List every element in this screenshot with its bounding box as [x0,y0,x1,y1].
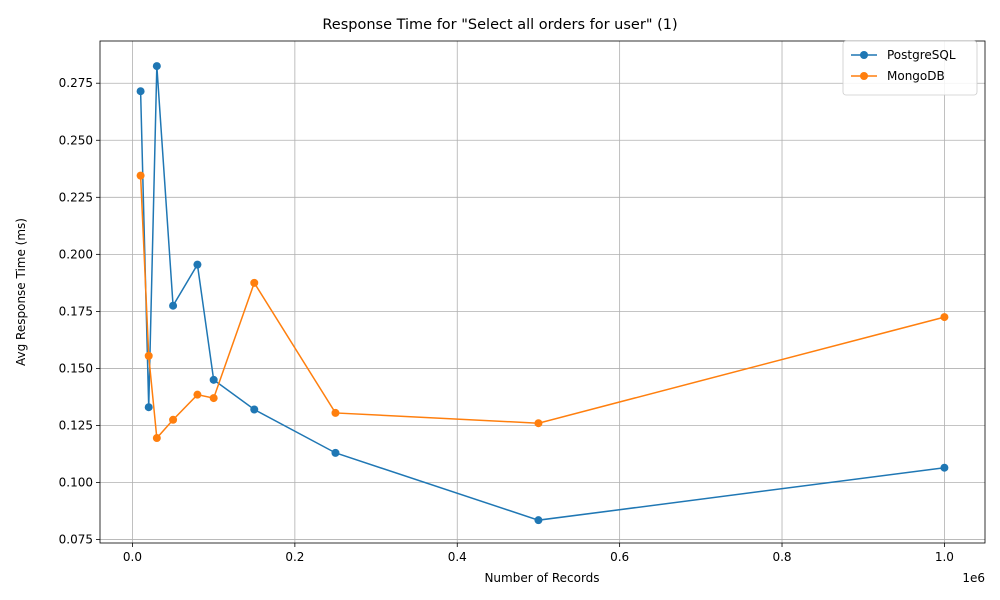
data-point [169,301,178,310]
data-point [144,403,153,412]
y-tick-label: 0.100 [59,476,93,490]
x-axis-offset-label: 1e6 [962,571,985,585]
y-tick-label: 0.075 [59,533,93,547]
legend-label: PostgreSQL [887,48,956,62]
data-point [169,415,178,424]
x-tick-label: 1.0 [935,550,954,564]
y-axis-label: Avg Response Time (ms) [14,218,28,366]
data-point [152,62,161,71]
data-point [940,463,949,472]
data-point [136,87,145,96]
grid-lines [100,41,985,543]
chart-title: Response Time for "Select all orders for… [322,17,677,33]
y-axis-ticks: 0.075 0.100 0.125 0.150 0.175 0.200 0.225 0.250… [59,76,100,547]
y-tick-label: 0.150 [59,361,93,375]
y-tick-label: 0.275 [59,76,93,90]
x-tick-label: 0.2 [285,550,304,564]
y-tick-label: 0.200 [59,247,93,261]
series-mongodb [136,171,949,443]
data-point [193,260,202,269]
x-tick-label: 0.8 [772,550,791,564]
data-point [152,434,161,443]
x-axis-ticks: 0.0 0.2 0.4 0.6 0.8 1.0 [123,543,954,564]
legend: PostgreSQL MongoDB [842,40,978,96]
data-point [209,394,218,403]
y-tick-label: 0.125 [59,418,93,432]
x-axis-label: Number of Records [484,571,599,585]
legend-marker [860,51,868,59]
y-tick-label: 0.225 [59,190,93,204]
x-tick-label: 0.6 [610,550,629,564]
plot-frame [99,40,986,544]
data-point [250,278,259,287]
data-point [534,419,543,428]
data-point [940,313,949,322]
series-postgresql [136,62,949,525]
data-point [144,351,153,360]
series-group [136,62,949,525]
y-tick-label: 0.175 [59,304,93,318]
series-line [139,66,945,521]
x-tick-label: 0.0 [123,550,142,564]
data-point [209,375,218,384]
legend-label: MongoDB [887,69,945,83]
data-point [250,405,259,414]
data-point [534,516,543,525]
data-point [331,408,340,417]
data-point [136,171,145,180]
data-point [193,390,202,399]
y-tick-label: 0.250 [59,133,93,147]
series-line [139,175,945,440]
legend-marker [860,72,868,80]
x-tick-label: 0.4 [448,550,467,564]
data-point [331,448,340,457]
